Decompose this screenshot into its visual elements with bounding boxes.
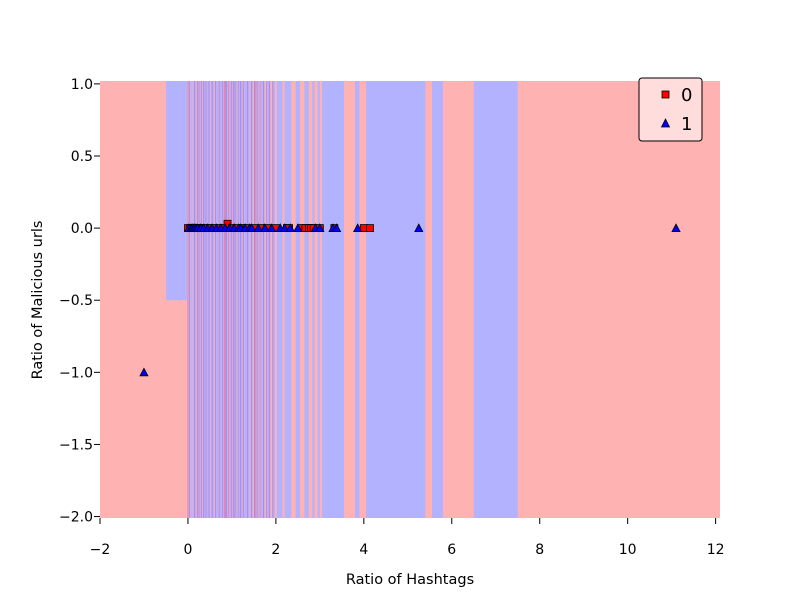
y-tick-label: −1.5 [59, 437, 93, 453]
region-class-1-band [234, 81, 238, 518]
region-class-1-band [284, 81, 292, 518]
region-class-1-band [225, 81, 229, 518]
region-class-1-band [256, 81, 260, 518]
data-point-class-1 [353, 223, 363, 233]
data-point-class-1 [315, 223, 325, 233]
region-class-1-band [190, 81, 192, 518]
data-point-class-1 [671, 223, 681, 233]
region-class-1-band [260, 81, 265, 518]
decision-regions [100, 81, 720, 518]
region-class-1-band [219, 81, 223, 518]
y-tick-label: 1.0 [71, 77, 93, 93]
region-class-1-band [215, 81, 219, 518]
data-points [139, 219, 681, 377]
region-class-1-band [244, 81, 250, 518]
x-tick-label: 12 [707, 542, 725, 558]
region-class-1-band [210, 81, 215, 518]
x-tick-label: 10 [619, 542, 637, 558]
region-class-1-band [295, 81, 301, 518]
y-tick-label: −1.0 [59, 365, 93, 381]
legend-label-0: 0 [681, 85, 692, 106]
x-tick-label: 8 [535, 542, 544, 558]
data-point-class-1 [139, 367, 149, 377]
region-class-1-band [194, 81, 197, 518]
y-tick-label: −2.0 [59, 510, 93, 526]
region-class-1-band [231, 81, 234, 518]
legend-label-1: 1 [681, 114, 692, 135]
data-point-class-1 [247, 223, 257, 233]
data-point-class-1 [331, 223, 342, 233]
x-tick-label: −2 [90, 542, 111, 558]
axes: −2 0 2 4 6 8 10 121.00.50.0−0.5−1.0−1.5−2.0 [59, 77, 725, 558]
data-point-class-0 [223, 219, 232, 228]
y-tick-label: 0.5 [71, 149, 93, 165]
data-point-class-1 [280, 223, 290, 233]
data-point-class-1 [260, 223, 270, 233]
x-tick-label: 6 [447, 542, 456, 558]
y-axis-label: Ratio of Malicious urls [30, 221, 46, 380]
y-tick-label: 0.0 [71, 221, 93, 237]
x-axis-label: Ratio of Hashtags [346, 572, 474, 588]
region-class-1-band [355, 81, 360, 518]
data-point-class-1 [266, 223, 277, 233]
region-boundaries [187, 81, 274, 518]
region-class-1-band [192, 81, 194, 518]
region-class-1-band [322, 81, 345, 518]
data-point-class-1 [285, 223, 296, 233]
region-class-1-band [223, 81, 224, 518]
legend-marker-0 [661, 90, 670, 99]
region-class-1-band [206, 81, 210, 518]
region-class-1-band [473, 81, 518, 518]
y-tick-label: −0.5 [59, 293, 93, 309]
data-point-class-1 [414, 223, 424, 233]
x-tick-label: 2 [271, 542, 280, 558]
data-point-class-1 [253, 223, 263, 233]
region-class-1-band [198, 81, 202, 518]
x-tick-label: 0 [183, 542, 192, 558]
region-class-1-band [165, 81, 188, 301]
region-class-1-band [317, 81, 320, 518]
region-class-1-band [272, 81, 276, 518]
region-class-1-band [366, 81, 426, 518]
region-class-1-band [229, 81, 232, 518]
legend-box [638, 77, 703, 142]
legend-marker-1 [660, 118, 671, 128]
legend: 0 1 [638, 77, 703, 142]
region-class-1-band [431, 81, 443, 518]
data-point-class-0 [366, 224, 374, 233]
x-tick-label: 4 [359, 542, 368, 558]
region-class-1-band [267, 81, 271, 518]
region-class-1-band [276, 81, 283, 518]
region-class-1-band [312, 81, 315, 518]
region-class-1-band [304, 81, 309, 518]
data-point-class-1 [293, 223, 303, 233]
